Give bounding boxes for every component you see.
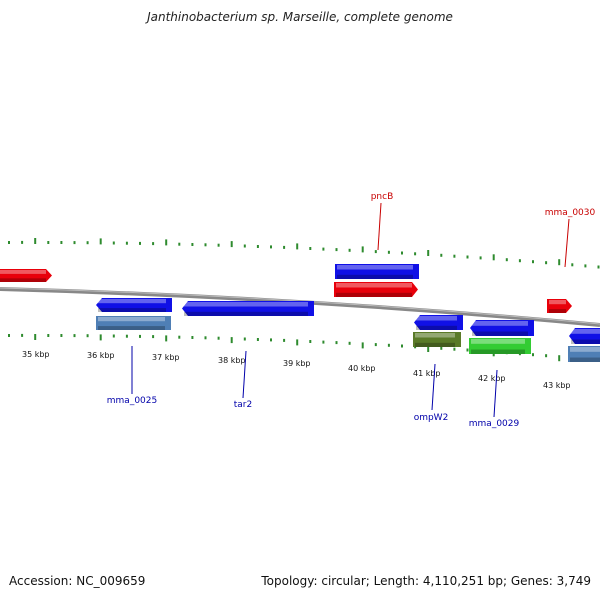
feature-ompW2[interactable] [413,332,461,347]
feature-mma_0029[interactable] [469,338,531,354]
gene-pncB[interactable] [334,282,418,297]
map-title: Janthinobacterium sp. Marseille, complet… [147,10,453,24]
gene-features [0,264,600,362]
scale-label: 39 kbp [283,359,311,368]
gene-label-ompW2[interactable]: ompW2 [414,413,449,423]
forward-strand-ticks [8,238,600,269]
scale-label: 40 kbp [348,364,376,373]
gene-label-mma_0025[interactable]: mma_0025 [107,396,157,406]
leader-mma_0029 [493,369,498,418]
scale-label: 43 kbp [543,381,571,390]
gene-ompW2[interactable] [414,315,463,330]
scale-label: 41 kbp [413,369,441,378]
gene-labels: pncB mma_0030 mma_0025 tar2 ompW2 mma_00… [107,192,596,429]
label-leaders [131,202,570,418]
feature-mma_0025[interactable] [96,316,171,330]
scale-label: 38 kbp [218,356,246,365]
gene-mma_0025[interactable] [96,298,172,312]
gene-label-mma_0029[interactable]: mma_0029 [469,419,520,429]
scale-label: 37 kbp [152,353,180,362]
gene-mma_0029[interactable] [470,320,534,336]
scale-labels: 35 kbp 36 kbp 37 kbp 38 kbp 39 kbp 40 kb… [22,350,571,390]
genome-summary-text: Topology: circular; Length: 4,110,251 bp… [261,574,591,588]
scale-label: 42 kbp [478,374,506,383]
leader-ompW2 [431,363,436,411]
gene-tar2[interactable] [182,301,314,316]
gene-mma_0030[interactable] [547,299,572,313]
feature-right-edge[interactable] [568,346,600,362]
scale-label: 36 kbp [87,351,115,360]
gene-label-mma_0030[interactable]: mma_0030 [545,208,596,218]
gene-label-pncB[interactable]: pncB [371,192,394,202]
leader-pncB [377,202,382,251]
gene-right-edge[interactable] [569,328,600,344]
gene-forward-left[interactable] [0,269,52,282]
leader-mma_0030 [564,218,570,268]
accession-text: Accession: NC_009659 [9,574,146,588]
gene-label-tar2[interactable]: tar2 [234,400,252,410]
gene-pncB-upper[interactable] [335,264,419,279]
leader-tar2 [242,350,247,399]
scale-label: 35 kbp [22,350,50,359]
